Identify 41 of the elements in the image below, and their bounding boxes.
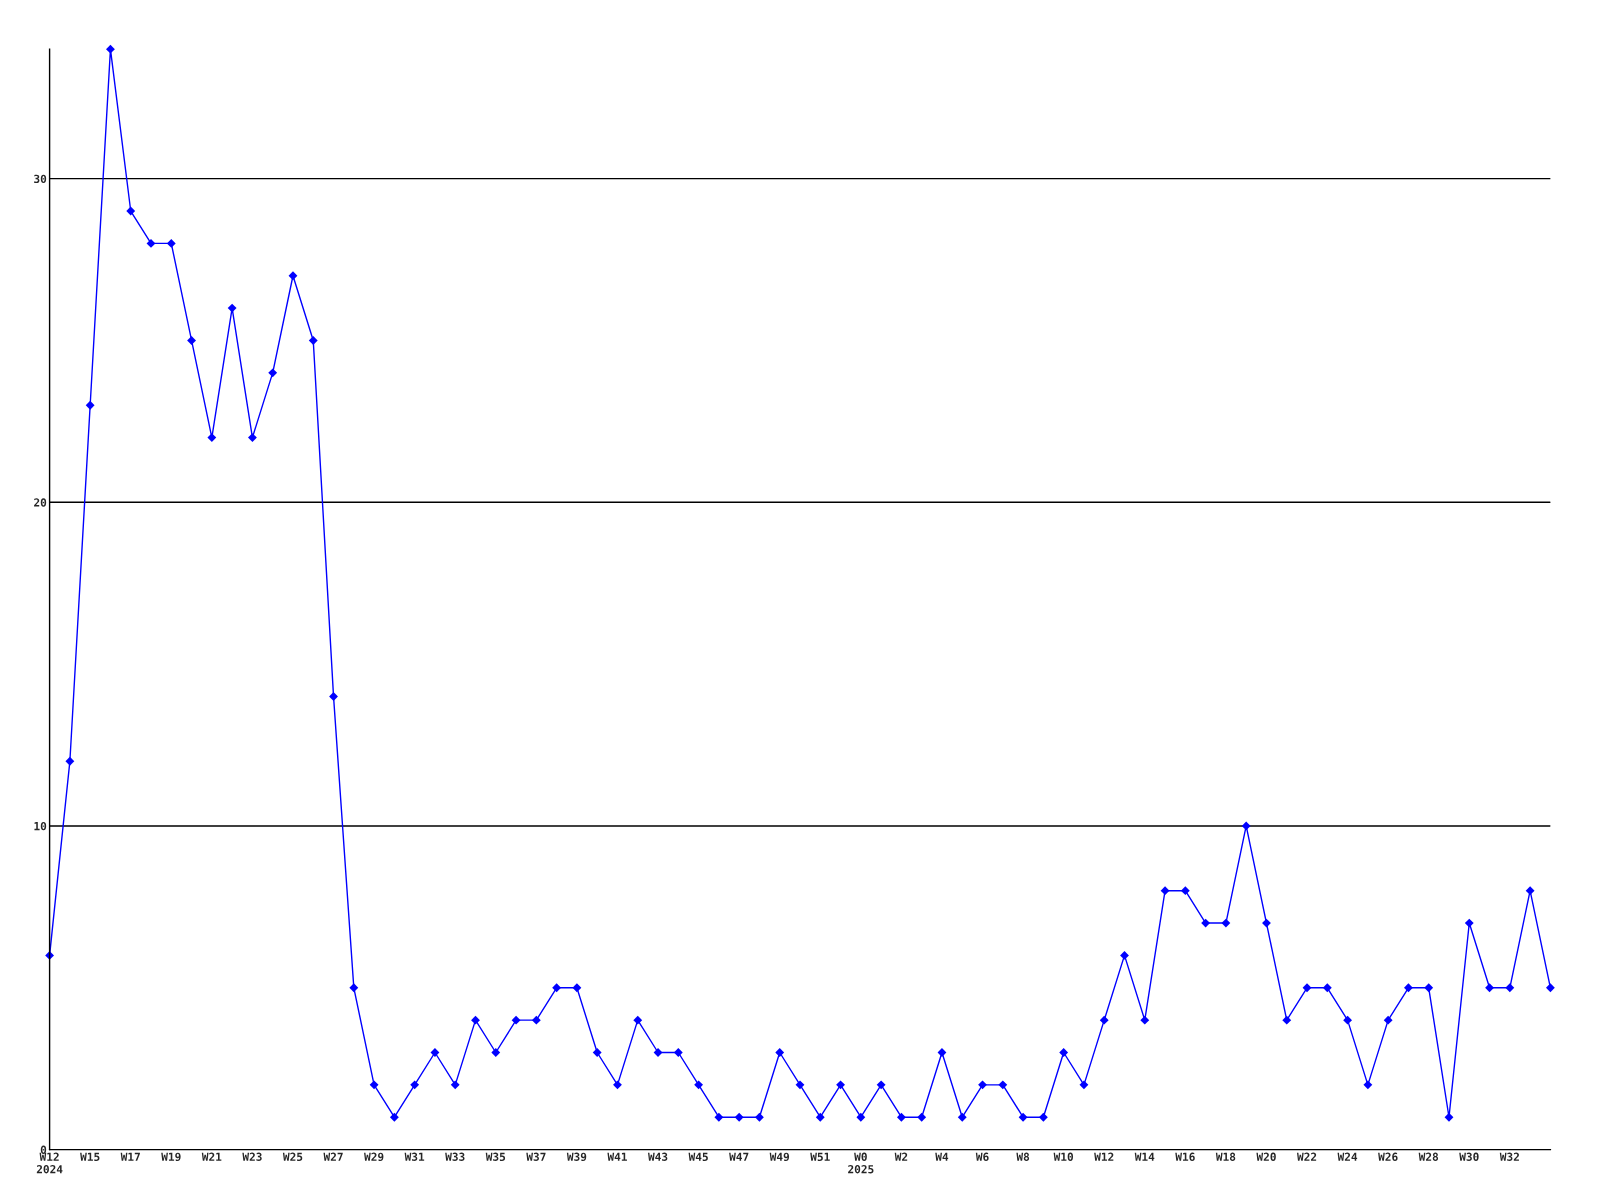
x-tick-label: W32 <box>1499 1152 1519 1161</box>
y-tick-label: 30 <box>34 174 47 184</box>
x-tick-label: W10 <box>1053 1152 1074 1161</box>
x-tick-label: W31 <box>404 1152 425 1161</box>
y-tick-label: 0 <box>40 1145 47 1154</box>
x-tick-label: W2 <box>894 1152 908 1161</box>
x-tick-label: W43 <box>648 1152 668 1161</box>
x-tick-label: W18 <box>1215 1152 1236 1161</box>
x-tick-label: W30 <box>1459 1152 1479 1161</box>
x-tick-label: W23 <box>242 1152 262 1161</box>
x-tick-label: W41 <box>607 1152 627 1161</box>
x-tick-label: W17 <box>120 1152 140 1161</box>
x-tick-label: W25 <box>282 1152 303 1161</box>
x-tick-label: W45 <box>688 1152 708 1161</box>
x-tick-label: W24 <box>1337 1152 1358 1161</box>
x-tick-label: W26 <box>1378 1152 1398 1161</box>
x-tick-label: W16 <box>1175 1152 1195 1161</box>
x-tick-label: W6 <box>975 1152 989 1161</box>
x-tick-label: W12 2024 <box>36 1152 63 1174</box>
x-tick-label: W39 <box>566 1152 587 1162</box>
x-tick-label: W22 <box>1296 1152 1317 1161</box>
x-tick-label: W0 2025 <box>848 1152 874 1174</box>
x-tick-label: W15 <box>80 1152 100 1161</box>
x-tick-label: W19 <box>161 1152 181 1162</box>
x-tick-label: W27 <box>323 1152 343 1161</box>
y-tick-label: 20 <box>34 498 47 507</box>
x-tick-label: W47 <box>729 1152 749 1161</box>
x-tick-label: W4 <box>935 1152 949 1161</box>
x-tick-label: W35 <box>485 1152 506 1161</box>
x-tick-label: W29 <box>364 1152 384 1162</box>
x-tick-label: W49 <box>769 1152 790 1162</box>
x-tick-label: W33 <box>445 1152 465 1161</box>
y-tick-label: 10 <box>34 821 47 831</box>
x-tick-label: W12 <box>1094 1152 1114 1161</box>
x-tick-label: W51 <box>810 1152 830 1161</box>
x-tick-label: W37 <box>526 1152 546 1161</box>
x-tick-label: W20 <box>1256 1152 1276 1161</box>
x-tick-label: W28 <box>1418 1152 1439 1161</box>
x-tick-label: W14 <box>1134 1152 1155 1161</box>
x-tick-label: W21 <box>201 1152 222 1161</box>
x-tick-label: W8 <box>1016 1152 1030 1161</box>
